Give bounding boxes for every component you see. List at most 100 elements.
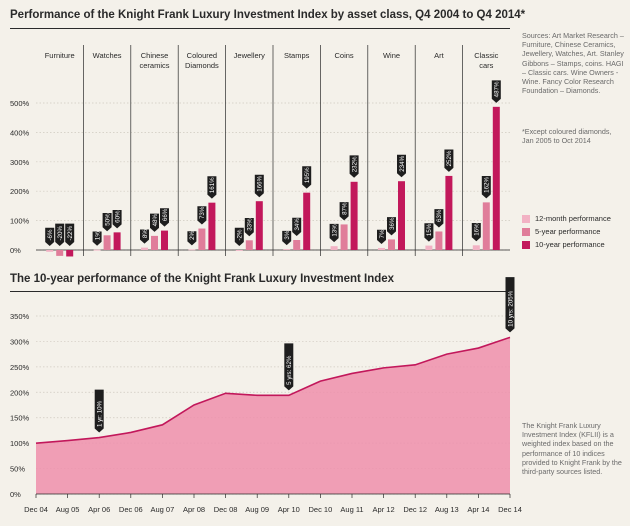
- bar: [103, 235, 111, 250]
- data-label-tag: [207, 176, 217, 199]
- y-tick-label: 200%: [10, 187, 30, 196]
- data-label-group: -2%: [234, 227, 244, 246]
- x-tick-label: Aug 11: [340, 505, 363, 514]
- data-label-group: 48%: [150, 214, 159, 232]
- bar: [46, 250, 54, 252]
- y-tick-label: 300%: [10, 158, 30, 167]
- legend-label-5-year: 5-year performance: [535, 227, 601, 236]
- data-label: 15%: [426, 223, 433, 236]
- x-tick-label: Aug 13: [435, 505, 459, 514]
- y-tick-label: 0%: [10, 246, 21, 255]
- bar: [56, 250, 64, 256]
- x-tick-label: Apr 06: [88, 505, 110, 514]
- y-tick-label: 300%: [10, 337, 30, 346]
- footnote: *Except coloured diamonds, Jan 2005 to O…: [522, 127, 612, 146]
- data-label-tag: [234, 227, 244, 246]
- data-label-group: 166%: [254, 174, 264, 198]
- x-tick-label: Dec 04: [24, 505, 48, 514]
- category-label: Watches: [93, 51, 122, 60]
- category-label: Coloured: [187, 51, 217, 60]
- x-tick-label: Aug 07: [151, 505, 175, 514]
- sources-note: Sources: Art Market Research – Furniture…: [522, 31, 624, 96]
- bar: [255, 201, 263, 250]
- x-tick-label: Apr 12: [373, 505, 395, 514]
- data-label: 252%: [446, 150, 453, 166]
- bar: [151, 235, 158, 250]
- y-tick-label: 50%: [10, 465, 25, 474]
- data-label: 162%: [484, 177, 491, 193]
- data-label: -2%: [237, 229, 244, 241]
- data-label-tag: [471, 222, 481, 242]
- data-label-group: 73%: [197, 206, 207, 225]
- bar: [492, 106, 500, 251]
- category-label: cars: [479, 61, 493, 70]
- bar: [303, 192, 311, 250]
- legend-label-12-month: 12-month performance: [535, 214, 611, 223]
- data-label-group: 16%: [471, 222, 481, 242]
- category-label: Stamps: [284, 51, 310, 60]
- data-label-group: 252%: [444, 149, 454, 172]
- data-label-tag: [481, 175, 491, 199]
- annotation-group: 5 yrs: 62%: [284, 343, 294, 391]
- data-label-tag: [197, 206, 207, 225]
- annotation-tag: [94, 389, 104, 433]
- data-label-tag: [491, 80, 501, 103]
- data-label-tag: [45, 227, 55, 246]
- data-label-group: 13%: [329, 224, 339, 243]
- data-label-tag: [397, 154, 406, 178]
- annotation-label: 5 yrs: 62%: [286, 355, 293, 385]
- legend-swatch-12-month: [522, 214, 530, 223]
- y-tick-label: 250%: [10, 363, 30, 372]
- bar: [340, 224, 348, 250]
- data-label: 16%: [474, 223, 481, 236]
- category-label: Furniture: [45, 51, 75, 60]
- data-label: -20%: [57, 226, 64, 241]
- data-label-group: 2%: [187, 230, 197, 246]
- bar: [378, 247, 385, 250]
- data-label-group: 8%: [140, 229, 149, 244]
- title-rule-bottom: [10, 291, 510, 292]
- bar: [66, 250, 74, 257]
- legend-swatch-5-year: [522, 227, 530, 236]
- data-label: 33%: [247, 218, 254, 231]
- legend-label-10-year: 10-year performance: [535, 240, 605, 249]
- x-tick-label: Dec 06: [119, 505, 143, 514]
- category-label: Chinese: [141, 51, 169, 60]
- data-label: -22%: [67, 226, 74, 241]
- kflii-note: The Knight Frank Luxury Investment Index…: [522, 421, 622, 477]
- x-tick-label: Aug 09: [245, 505, 269, 514]
- area-fill: [36, 337, 510, 494]
- bar: [472, 245, 480, 250]
- bar: [141, 247, 148, 250]
- category-label: Jewellery: [234, 51, 266, 60]
- data-label: 195%: [304, 167, 311, 183]
- data-label: 234%: [399, 155, 406, 171]
- data-label: 161%: [209, 177, 216, 193]
- bar: [435, 231, 443, 250]
- bar: [188, 249, 196, 251]
- bar: [398, 181, 405, 250]
- annotation-group: 10 yrs: 205%: [505, 277, 515, 333]
- data-label: 73%: [199, 206, 206, 219]
- bar: [445, 175, 453, 250]
- data-label-tag: [187, 231, 197, 246]
- bar: [425, 245, 433, 250]
- data-label-tag: [244, 217, 254, 237]
- kflii-area-chart: 0% 50% 100% 150% 200% 250% 300% 350% Dec 04 Aug 0…: [10, 277, 522, 514]
- data-label-group: 234%: [397, 154, 406, 178]
- bar: [113, 232, 121, 250]
- data-label-group: 63%: [434, 209, 444, 228]
- bar: [293, 240, 301, 250]
- data-label-tag: [424, 223, 434, 242]
- data-label: 1%: [94, 231, 101, 240]
- data-label-group: 33%: [244, 217, 254, 237]
- data-label-tag: [150, 213, 159, 232]
- data-label: 166%: [257, 175, 264, 191]
- data-label: 87%: [341, 202, 348, 215]
- y-tick-label: 500%: [10, 99, 30, 108]
- data-label-tag: [254, 174, 264, 198]
- data-label: 36%: [389, 217, 396, 230]
- bar: [198, 228, 206, 250]
- y-tick-label: 150%: [10, 414, 30, 423]
- data-label-group: 232%: [349, 155, 359, 178]
